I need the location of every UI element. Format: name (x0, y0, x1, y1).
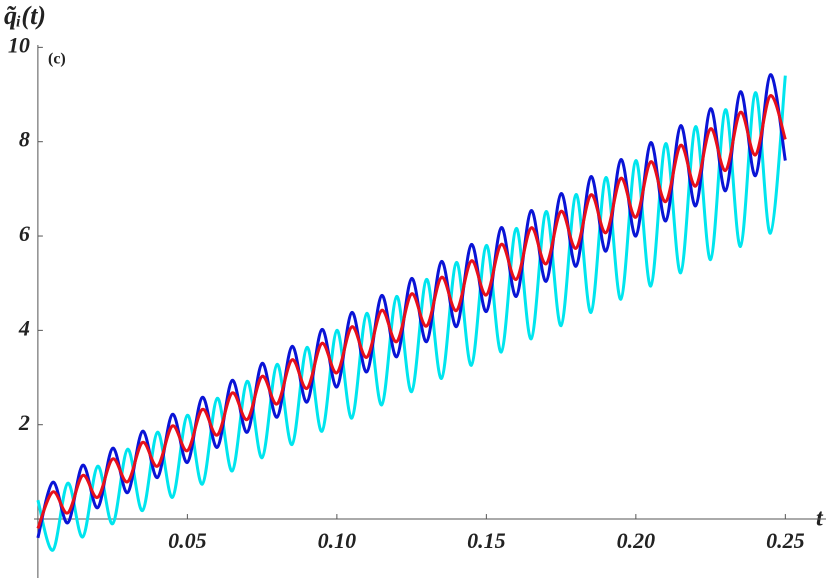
y-axis-label: q̃ᵢ(t) (4, 1, 46, 30)
x-tick-label: 0.25 (766, 528, 805, 553)
y-tick-label: 2 (18, 410, 30, 435)
y-tick-label: 8 (19, 127, 30, 152)
series-line (36, 94, 787, 530)
panel-label: (c) (48, 51, 66, 68)
x-tick-label: 0.15 (467, 528, 506, 553)
x-tick-label: 0.10 (318, 528, 357, 553)
x-axis-label: t (816, 506, 824, 532)
y-tick-label: 10 (8, 32, 30, 57)
y-tick-label: 4 (18, 315, 30, 340)
x-tick-label: 0.05 (168, 528, 207, 553)
y-tick-label: 6 (19, 221, 30, 246)
series-line (36, 75, 787, 552)
x-tick-label: 0.20 (617, 528, 656, 553)
